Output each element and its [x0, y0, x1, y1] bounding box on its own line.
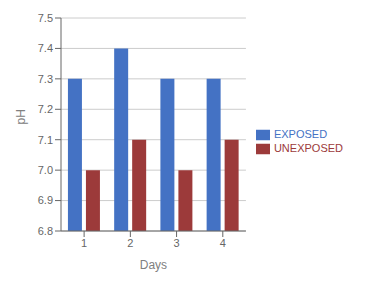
svg-text:1: 1	[81, 237, 87, 249]
svg-text:7.1: 7.1	[38, 134, 53, 146]
svg-text:7.0: 7.0	[38, 164, 53, 176]
svg-text:7.5: 7.5	[38, 12, 53, 24]
html-text:EXPOSED: EXPOSED	[273, 127, 328, 140]
svg-text:pH: pH	[14, 109, 28, 124]
svg-text:7.2: 7.2	[38, 103, 53, 115]
svg-text:7.3: 7.3	[38, 73, 53, 85]
svg-text:4: 4	[220, 237, 226, 249]
svg-text:6.9: 6.9	[38, 194, 53, 206]
svg-text:7.4: 7.4	[38, 42, 53, 54]
svg-text:Days: Days	[140, 258, 167, 272]
svg-text:6.8: 6.8	[38, 225, 53, 237]
svg-text:2: 2	[127, 237, 133, 249]
svg-text:3: 3	[174, 237, 180, 249]
html-text:UNEXPOSED: UNEXPOSED	[273, 142, 343, 154]
